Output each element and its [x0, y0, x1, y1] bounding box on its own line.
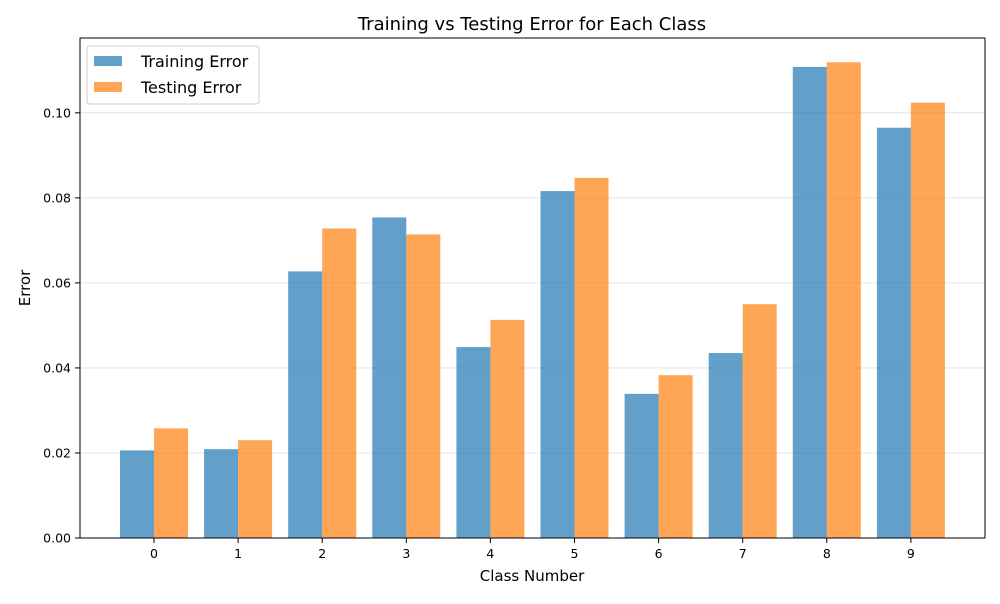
testing-error-bar-0 [154, 428, 188, 538]
x-tick-label: 2 [318, 546, 326, 561]
training-error-bar-9 [876, 127, 911, 539]
y-tick-label: 0.00 [43, 531, 71, 546]
legend: Training Error Testing Error [86, 45, 260, 105]
x-tick-label: 0 [150, 546, 158, 561]
y-axis-label: Error [16, 269, 34, 306]
training-error-bar-2 [288, 271, 323, 538]
legend-label-testing: Testing Error [140, 78, 242, 97]
training-error-bar-1 [204, 449, 239, 538]
x-tick-label: 4 [486, 546, 494, 561]
x-tick-label: 7 [739, 546, 747, 561]
training-error-bar-8 [792, 66, 827, 539]
legend-swatch-training [94, 56, 122, 66]
testing-error-bar-9 [910, 102, 945, 538]
axis-layer: 0.00 0.02 0.04 0.06 0.08 0.10 0 1 2 3 4 5 6 7 8 9 [43, 105, 915, 561]
legend-box [86, 45, 260, 105]
testing-error-bar-3 [406, 234, 441, 538]
x-tick-label: 9 [907, 546, 915, 561]
legend-label-training: Training Error [140, 52, 249, 71]
x-tick-label: 1 [234, 546, 242, 561]
training-error-bar-7 [708, 353, 743, 538]
testing-error-bar-7 [742, 304, 777, 538]
x-tick-label: 5 [571, 546, 579, 561]
testing-error-bar-8 [826, 62, 861, 539]
training-error-bar-4 [456, 347, 491, 538]
x-axis-label: Class Number [480, 567, 585, 585]
plot-frame [79, 37, 986, 539]
y-tick-label: 0.04 [43, 360, 71, 375]
testing-error-bar-5 [574, 177, 609, 538]
training-error-bar-5 [540, 191, 575, 538]
x-tick-label: 8 [823, 546, 831, 561]
legend-swatch-testing [94, 82, 122, 92]
training-error-bar-0 [120, 450, 154, 538]
testing-error-bar-2 [322, 228, 357, 538]
testing-error-bar-6 [658, 375, 693, 538]
bar-layer [120, 62, 945, 539]
y-tick-label: 0.08 [43, 190, 71, 205]
x-tick-label: 6 [655, 546, 663, 561]
y-tick-label: 0.06 [43, 275, 71, 290]
testing-error-bar-1 [238, 440, 273, 538]
training-error-bar-3 [372, 217, 407, 539]
y-tick-label: 0.02 [43, 445, 71, 460]
training-error-bar-6 [624, 393, 659, 538]
x-tick-label: 3 [402, 546, 410, 561]
testing-error-bar-4 [490, 319, 525, 538]
y-tick-label: 0.10 [43, 105, 71, 120]
chart-title: Training vs Testing Error for Each Class [357, 14, 706, 35]
